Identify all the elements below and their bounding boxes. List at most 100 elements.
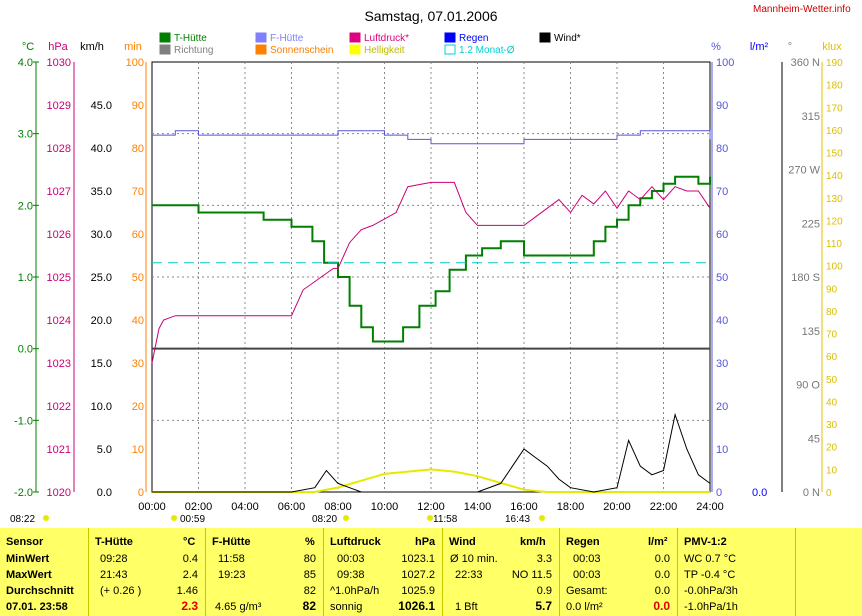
max-rain-time: 00:03 bbox=[573, 569, 601, 581]
legend-swatch bbox=[255, 44, 267, 55]
legend-swatch bbox=[159, 44, 171, 55]
direction-tick: 270 W bbox=[788, 165, 820, 177]
min-pressure-value: 1023.1 bbox=[401, 553, 435, 565]
temp-tick: 4.0 bbox=[18, 57, 33, 69]
x-tick: 06:00 bbox=[278, 501, 306, 513]
light-tick: 80 bbox=[826, 307, 838, 318]
header-t-huette: T-Hütte bbox=[95, 536, 133, 548]
light-tick: 160 bbox=[826, 126, 843, 137]
wind-tick: 15.0 bbox=[91, 358, 112, 370]
header-pmv: PMV-1:2 bbox=[684, 536, 727, 548]
pressure-tick: 1024 bbox=[47, 315, 71, 327]
axis-unit-temp: °C bbox=[22, 41, 34, 53]
min-rain-time: 00:03 bbox=[573, 553, 601, 565]
x-tick: 02:00 bbox=[185, 501, 213, 513]
humidity-tick: 40 bbox=[716, 315, 728, 327]
header-sensor: Sensor bbox=[6, 536, 44, 548]
now-wind-value: 5.7 bbox=[535, 599, 552, 613]
legend-swatch bbox=[444, 44, 456, 55]
x-tick: 12:00 bbox=[417, 501, 445, 513]
sun-tick: 50 bbox=[132, 272, 144, 284]
series-wind- bbox=[152, 412, 711, 493]
avg-pressure-trend: ^1.0hPa/h bbox=[330, 585, 380, 597]
direction-tick: 315 bbox=[802, 111, 820, 123]
max-pressure-value: 1027.2 bbox=[401, 569, 435, 581]
max-wind-value: NO 11.5 bbox=[511, 569, 552, 581]
direction-tick: 90 O bbox=[796, 380, 820, 392]
x-tick: 04:00 bbox=[231, 501, 259, 513]
max-pressure-time: 09:38 bbox=[337, 569, 365, 581]
light-tick: 150 bbox=[826, 149, 843, 160]
direction-tick: 180 S bbox=[791, 272, 820, 284]
legend-swatch bbox=[349, 44, 361, 55]
now-wind-bft: 1 Bft bbox=[455, 601, 478, 613]
series-f-h-tte bbox=[152, 130, 711, 145]
sunrise-label: 08:22 bbox=[10, 514, 35, 525]
temp-tick: -1.0 bbox=[14, 415, 33, 427]
header-f-huette: F-Hütte bbox=[212, 536, 251, 548]
pressure-tick: 1021 bbox=[47, 444, 71, 456]
pressure-tick: 1029 bbox=[47, 100, 71, 112]
wind-tick: 30.0 bbox=[91, 229, 112, 241]
direction-tick: 0 N bbox=[803, 487, 820, 499]
legend-label: F-Hütte bbox=[270, 33, 304, 44]
sun-icon bbox=[171, 515, 177, 521]
light-tick: 20 bbox=[826, 443, 838, 454]
header-lm2-unit: l/m² bbox=[648, 536, 668, 548]
pmv-trend-3h: -0.0hPa/3h bbox=[684, 585, 738, 597]
header-hpa-unit: hPa bbox=[415, 536, 436, 548]
sun-marker-label: 08:20 bbox=[312, 514, 337, 525]
temp-tick: -2.0 bbox=[14, 487, 33, 499]
chart-title: Samstag, 07.01.2006 bbox=[364, 8, 497, 24]
wind-tick: 5.0 bbox=[97, 444, 112, 456]
avg-temp-value: 1.46 bbox=[176, 585, 198, 597]
direction-tick: 360 N bbox=[791, 57, 820, 69]
legend-swatch bbox=[349, 32, 361, 43]
legend-label: Regen bbox=[459, 33, 488, 44]
wind-tick: 40.0 bbox=[91, 143, 112, 155]
statistics-table: Sensor T-Hütte °C F-Hütte % Luftdruck hP… bbox=[0, 528, 862, 616]
sun-tick: 70 bbox=[132, 186, 144, 198]
wind-tick: 0.0 bbox=[97, 487, 112, 499]
row-max-label: MaxWert bbox=[6, 569, 52, 581]
sun-tick: 30 bbox=[132, 358, 144, 370]
axis-unit-sun: min bbox=[124, 41, 142, 53]
humidity-tick: 0 bbox=[716, 487, 722, 499]
x-tick: 00:00 bbox=[138, 501, 166, 513]
max-wind-time: 22:33 bbox=[455, 569, 483, 581]
sun-icon bbox=[427, 515, 433, 521]
min-hum-value: 80 bbox=[303, 553, 316, 565]
light-tick: 120 bbox=[826, 216, 843, 227]
sun-tick: 40 bbox=[132, 315, 144, 327]
pressure-tick: 1027 bbox=[47, 186, 71, 198]
header-temp-unit: °C bbox=[183, 536, 196, 548]
wind-tick: 20.0 bbox=[91, 315, 112, 327]
legend-label: Wind* bbox=[554, 33, 581, 44]
sun-icon bbox=[43, 515, 49, 521]
light-tick: 90 bbox=[826, 284, 838, 295]
max-hum-time: 19:23 bbox=[218, 569, 246, 581]
axis-unit-humidity: % bbox=[711, 41, 721, 53]
light-tick: 50 bbox=[826, 375, 838, 386]
temp-tick: 2.0 bbox=[18, 200, 33, 212]
sun-tick: 0 bbox=[138, 487, 144, 499]
sun-marker-label: 00:59 bbox=[180, 514, 205, 525]
sun-marker-label: 11:58 bbox=[433, 514, 458, 525]
row-now-label: 07.01. 23:58 bbox=[6, 601, 68, 613]
rain-tick: 0.0 bbox=[752, 487, 767, 499]
row-min-label: MinWert bbox=[6, 553, 50, 565]
now-abs-humidity: 4.65 g/m³ bbox=[215, 601, 262, 613]
weather-chart: Samstag, 07.01.2006 Mannheim-Wetter.info T… bbox=[10, 4, 851, 525]
pressure-tick: 1022 bbox=[47, 401, 71, 413]
humidity-tick: 60 bbox=[716, 229, 728, 241]
temp-tick: 0.0 bbox=[18, 344, 33, 356]
series-t-h-tte bbox=[152, 175, 711, 343]
light-tick: 10 bbox=[826, 465, 838, 476]
light-tick: 60 bbox=[826, 352, 838, 363]
legend-swatch bbox=[444, 32, 456, 43]
avg-pressure-value: 1025.9 bbox=[401, 585, 435, 597]
humidity-tick: 10 bbox=[716, 444, 728, 456]
x-tick: 18:00 bbox=[557, 501, 585, 513]
humidity-tick: 70 bbox=[716, 186, 728, 198]
axis-unit-direction: ° bbox=[788, 41, 792, 53]
